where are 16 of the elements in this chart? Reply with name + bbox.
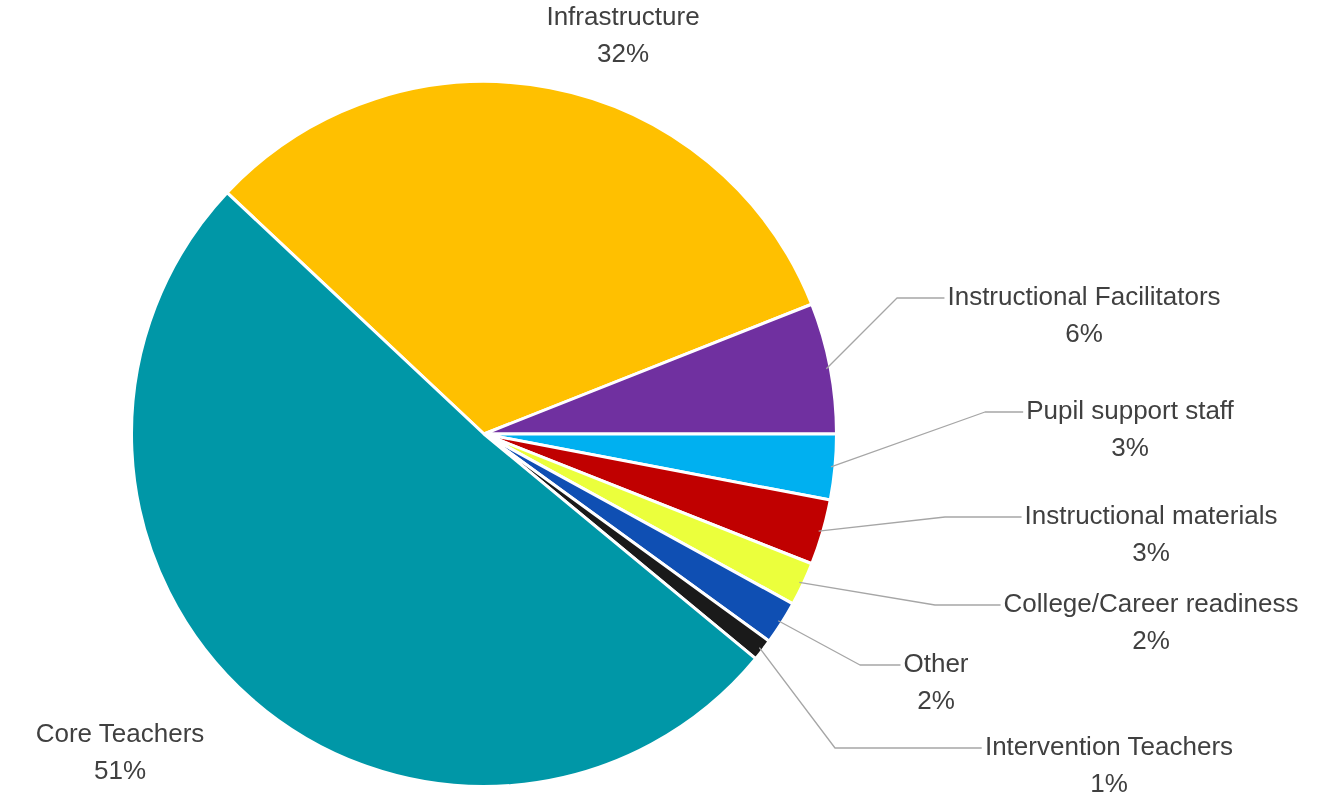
data-label: 2% [1132,625,1170,656]
data-label: 1% [1090,768,1128,798]
slice-label: Instructional materials [1024,500,1278,531]
slice-label: Other [903,648,969,679]
data-label: 51% [93,755,147,786]
slice-label: Instructional Facilitators [947,281,1221,312]
slice-label: College/Career readiness [1003,588,1299,619]
slice-label: Pupil support staff [1026,395,1235,426]
slice-label: Infrastructure [546,1,700,32]
slice-label: Core Teachers [35,718,205,749]
data-label: 3% [1132,537,1170,568]
data-label: 32% [596,38,650,69]
slice-label: Intervention Teachers [984,731,1234,762]
data-label: 3% [1111,432,1149,463]
data-label: 2% [917,685,955,716]
data-label: 6% [1065,318,1103,349]
